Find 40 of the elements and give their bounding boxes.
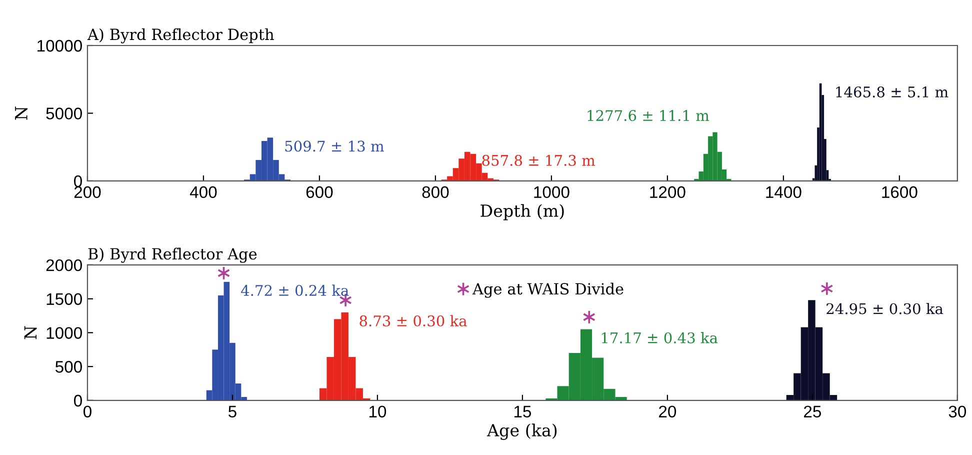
x-tick-label: 10 [369, 406, 386, 418]
annotation: 1277.6 ± 11.1 m [588, 110, 710, 122]
annotation: 857.8 ± 17.3 m [482, 154, 596, 166]
point [820, 281, 834, 296]
chart-title: A) Byrd Reflector Depth [87, 28, 274, 44]
chart-title: B) Byrd Reflector Age [88, 248, 257, 263]
point [582, 310, 596, 324]
x-tick-label: 200 [74, 186, 101, 198]
x-tick-label: 1200 [650, 186, 686, 198]
y-axis-title: N [24, 326, 37, 340]
y-tick-label: 2000 [46, 259, 82, 272]
x-tick-label: 1600 [882, 186, 918, 198]
x-axis-title: Age (ka) [486, 424, 557, 440]
annotation: 24.95 ± 0.30 ka [826, 302, 944, 314]
x-tick-label: 1400 [766, 186, 802, 198]
x-tick-label: 30 [948, 406, 966, 418]
y-tick-label: 1500 [46, 293, 82, 306]
y-axis-title: N [15, 106, 28, 120]
annotation: 4.72 ± 0.24 ka [241, 284, 349, 296]
y-tick-label: 0 [74, 175, 82, 188]
y-tick-label: 5000 [46, 108, 82, 120]
legend-label: Age at WAIS Divide [472, 282, 624, 298]
x-tick-label: 25 [804, 406, 821, 418]
x-tick-label: 800 [422, 186, 449, 198]
y-tick-label: 500 [55, 360, 82, 373]
y-tick-label: 1000 [46, 327, 82, 339]
y-tick-label: 0 [74, 394, 82, 407]
x-tick-label: 0 [83, 406, 92, 418]
annotation: 509.7 ± 13 m [285, 140, 384, 152]
x-tick-label: 5 [228, 406, 236, 418]
annotation: 17.17 ± 0.43 ka [602, 332, 718, 344]
annotation: 1465.8 ± 5.1 m [836, 86, 948, 98]
y-tick-label: 10000 [38, 40, 82, 52]
x-tick-label: 20 [659, 406, 676, 418]
x-tick-label: 1000 [534, 186, 570, 198]
x-tick-label: 600 [306, 186, 333, 198]
x-tick-label: 15 [514, 406, 532, 418]
annotation: 8.73 ± 0.30 ka [360, 315, 467, 326]
x-tick-label: 400 [190, 186, 217, 198]
x-axis-title: Depth (m) [480, 204, 564, 220]
